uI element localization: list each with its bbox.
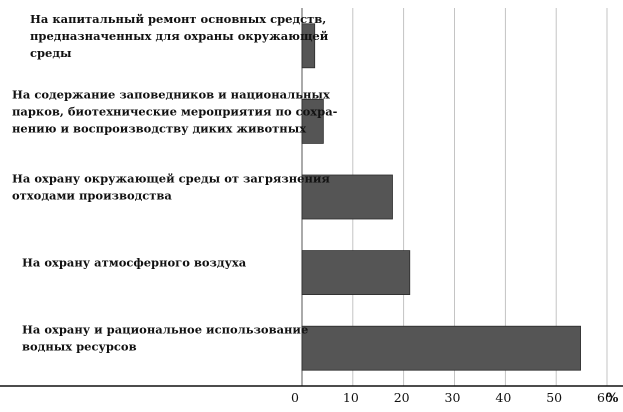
bar (301, 99, 324, 144)
x-tick-label: 50 (546, 390, 562, 405)
x-tick-labels: 0 10 20 30 40 50 60 (291, 390, 613, 405)
category-labels: На капитальный ремонт основных средств, п… (12, 12, 338, 354)
x-tick-label: 0 (291, 390, 299, 405)
category-label: На капитальный ремонт основных средств, п… (30, 12, 329, 60)
bar (301, 250, 411, 296)
gridlines (301, 8, 608, 386)
bars (301, 23, 581, 371)
category-label: На охрану и рациональное использование во… (22, 323, 308, 354)
bar (301, 325, 581, 371)
category-label: На содержание заповедников и национальны… (12, 87, 338, 135)
bar (301, 23, 316, 69)
category-label: На охрану окружающей среды от загрязнени… (12, 172, 330, 203)
x-tick-label: 60 (597, 390, 613, 405)
category-label: На охрану атмосферного воздуха (22, 256, 247, 270)
x-tick-label: 20 (394, 390, 410, 405)
unit-label: % (606, 391, 619, 406)
x-tick-label: 10 (343, 390, 359, 405)
bar (301, 174, 393, 220)
x-tick-label: 30 (445, 390, 461, 405)
x-tick-label: 40 (495, 390, 511, 405)
